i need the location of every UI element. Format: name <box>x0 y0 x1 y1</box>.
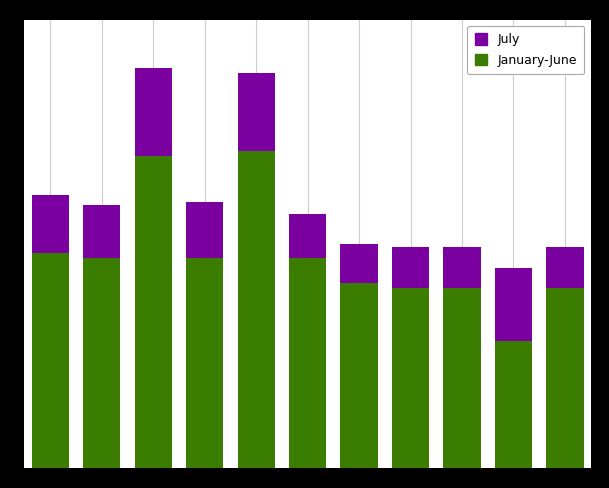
Bar <box>340 283 378 468</box>
Bar <box>238 73 275 151</box>
Bar <box>186 202 223 258</box>
Bar <box>289 214 326 258</box>
Legend: July, January-June: July, January-June <box>468 26 585 74</box>
Bar <box>546 246 583 287</box>
Bar <box>495 268 532 342</box>
Bar <box>83 258 120 468</box>
Bar <box>495 342 532 468</box>
Bar <box>135 156 172 468</box>
Bar <box>392 246 429 287</box>
Bar <box>546 287 583 468</box>
Bar <box>443 246 481 287</box>
Bar <box>443 287 481 468</box>
Bar <box>32 253 69 468</box>
Bar <box>32 195 69 253</box>
Bar <box>186 258 223 468</box>
Bar <box>83 204 120 258</box>
Bar <box>289 258 326 468</box>
Bar <box>238 151 275 468</box>
Bar <box>135 68 172 156</box>
Bar <box>392 287 429 468</box>
Bar <box>340 244 378 283</box>
